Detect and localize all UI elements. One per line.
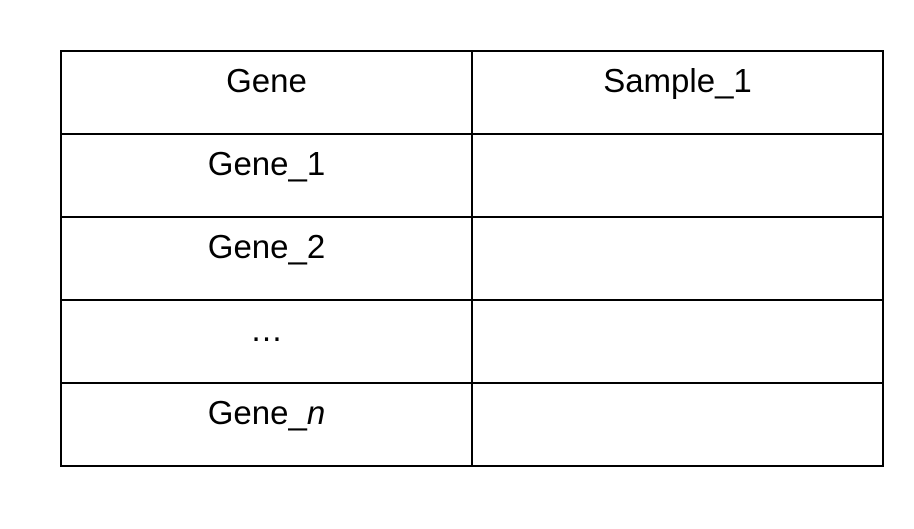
gene-label: Gene_2	[207, 228, 326, 265]
table-row: …	[60, 299, 884, 384]
cell-gene: Gene_n	[60, 382, 473, 467]
cell-gene: Gene_1	[60, 133, 473, 218]
table-row: Gene_2	[60, 216, 884, 301]
gene-label: …	[250, 311, 283, 348]
gene-label: Gene_	[207, 394, 307, 431]
cell-gene: Gene_2	[60, 216, 473, 301]
gene-suffix: n	[306, 394, 326, 431]
cell-sample-1	[471, 382, 884, 467]
cell-sample-1	[471, 299, 884, 384]
cell-gene: …	[60, 299, 473, 384]
cell-sample-1	[471, 133, 884, 218]
table-header-row: Gene Sample_1	[60, 50, 884, 135]
cell-sample-1	[471, 216, 884, 301]
header-sample-1: Sample_1	[471, 50, 884, 135]
gene-sample-table: Gene Sample_1 Gene_1 Gene_2 … Gene_n	[60, 50, 884, 467]
header-gene: Gene	[60, 50, 473, 135]
table-row: Gene_1	[60, 133, 884, 218]
table-row: Gene_n	[60, 382, 884, 467]
gene-label: Gene_1	[207, 145, 326, 182]
